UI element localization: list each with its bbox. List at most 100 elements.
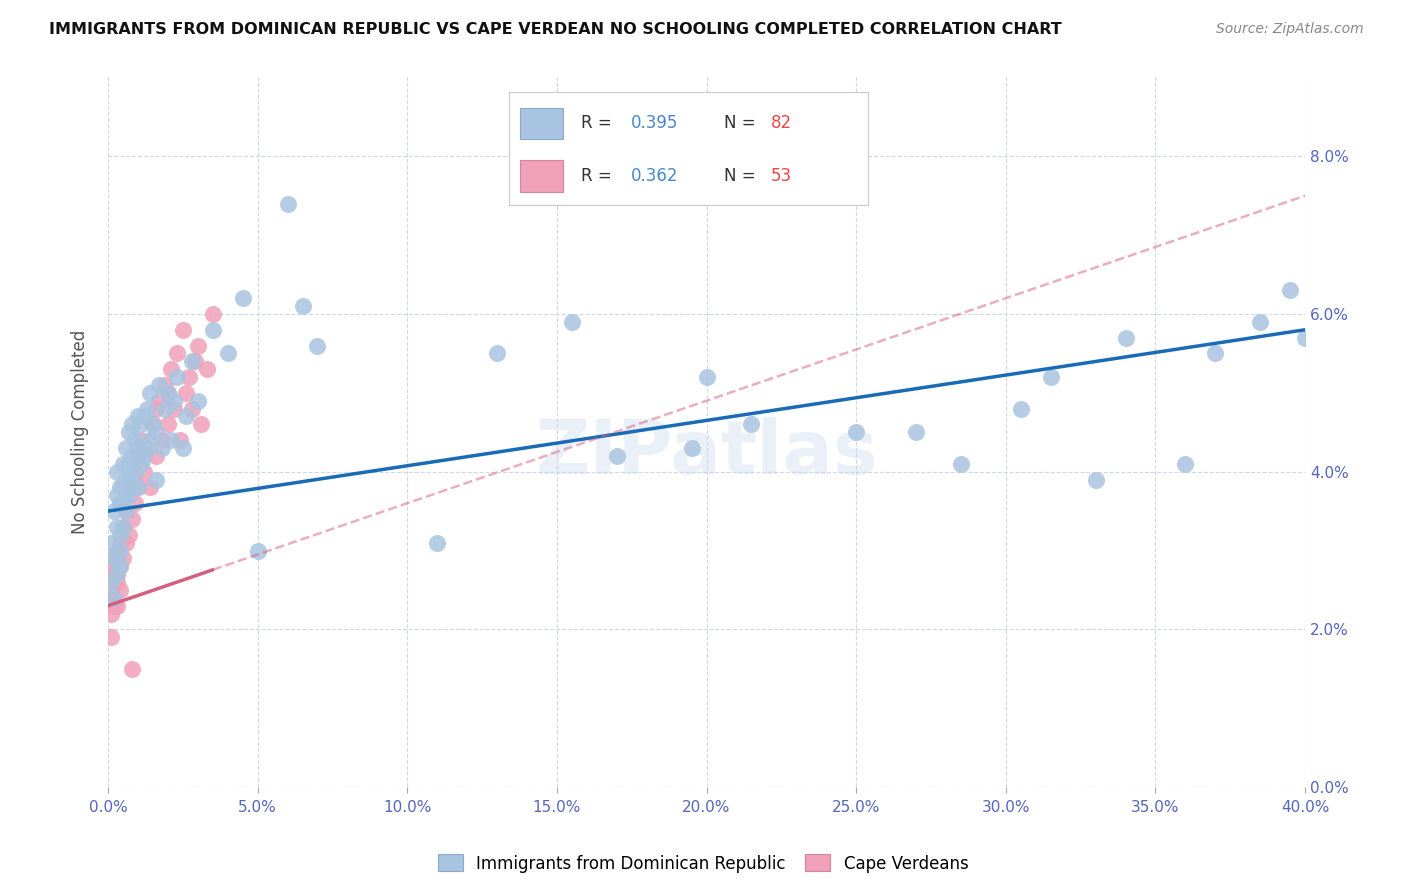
Point [129, 433, 152, 447]
Point [291, 299, 314, 313]
Point [105, 575, 128, 590]
Point [139, 480, 162, 494]
Point [135, 441, 157, 455]
Point [100, 582, 122, 597]
Point [845, 425, 868, 440]
Point [124, 465, 146, 479]
Point [156, 385, 179, 400]
Point [121, 449, 143, 463]
Point [124, 465, 146, 479]
Point [696, 370, 718, 384]
Point [111, 551, 134, 566]
Point [103, 599, 125, 613]
Text: Source: ZipAtlas.com: Source: ZipAtlas.com [1216, 22, 1364, 37]
Point [139, 433, 162, 447]
Point [1294, 331, 1316, 345]
Point [190, 417, 212, 432]
Point [105, 543, 128, 558]
Point [103, 591, 125, 605]
Point [1010, 401, 1032, 416]
Point [129, 457, 152, 471]
Point [150, 441, 173, 455]
Point [1115, 331, 1137, 345]
Point [201, 323, 224, 337]
Point [111, 496, 134, 510]
Point [127, 449, 149, 463]
Point [166, 346, 188, 360]
Point [187, 338, 209, 352]
Point [150, 433, 173, 447]
Point [187, 393, 209, 408]
Point [740, 417, 762, 432]
Point [145, 473, 167, 487]
Point [1279, 283, 1302, 297]
Point [148, 393, 170, 408]
Point [121, 512, 143, 526]
Point [160, 362, 183, 376]
Point [156, 417, 179, 432]
Point [118, 488, 141, 502]
Point [160, 433, 183, 447]
Point [905, 425, 928, 440]
Point [118, 488, 141, 502]
Point [606, 449, 628, 463]
Point [121, 417, 143, 432]
Point [142, 417, 165, 432]
Point [132, 449, 155, 463]
Point [108, 582, 131, 597]
Point [1039, 370, 1062, 384]
Point [115, 504, 138, 518]
Point [121, 662, 143, 676]
Point [115, 488, 138, 502]
Point [111, 457, 134, 471]
Point [105, 567, 128, 582]
Point [166, 370, 188, 384]
Point [108, 527, 131, 541]
Point [145, 449, 167, 463]
Legend: Immigrants from Dominican Republic, Cape Verdeans: Immigrants from Dominican Republic, Cape… [430, 847, 976, 880]
Point [111, 520, 134, 534]
Point [105, 567, 128, 582]
Point [127, 480, 149, 494]
Point [108, 480, 131, 494]
Point [681, 441, 703, 455]
Point [118, 457, 141, 471]
Point [121, 480, 143, 494]
Point [108, 535, 131, 549]
Text: IMMIGRANTS FROM DOMINICAN REPUBLIC VS CAPE VERDEAN NO SCHOOLING COMPLETED CORREL: IMMIGRANTS FROM DOMINICAN REPUBLIC VS CA… [49, 22, 1062, 37]
Point [103, 551, 125, 566]
Point [127, 480, 149, 494]
Point [100, 535, 122, 549]
Point [115, 504, 138, 518]
Point [105, 599, 128, 613]
Point [105, 520, 128, 534]
Point [142, 417, 165, 432]
Point [949, 457, 972, 471]
Point [180, 354, 202, 368]
Point [124, 433, 146, 447]
Point [163, 401, 186, 416]
Point [163, 393, 186, 408]
Point [139, 385, 162, 400]
Point [100, 607, 122, 621]
Point [132, 409, 155, 424]
Point [105, 488, 128, 502]
Point [103, 567, 125, 582]
Point [184, 354, 207, 368]
Point [121, 480, 143, 494]
Y-axis label: No Schooling Completed: No Schooling Completed [72, 330, 89, 534]
Point [111, 480, 134, 494]
Point [174, 409, 197, 424]
Point [118, 473, 141, 487]
Point [232, 291, 254, 305]
Point [172, 323, 194, 337]
Point [108, 543, 131, 558]
Point [246, 543, 269, 558]
Point [108, 559, 131, 574]
Point [277, 196, 299, 211]
Point [129, 417, 152, 432]
Point [153, 378, 176, 392]
Point [100, 575, 122, 590]
Point [180, 401, 202, 416]
Point [307, 338, 329, 352]
